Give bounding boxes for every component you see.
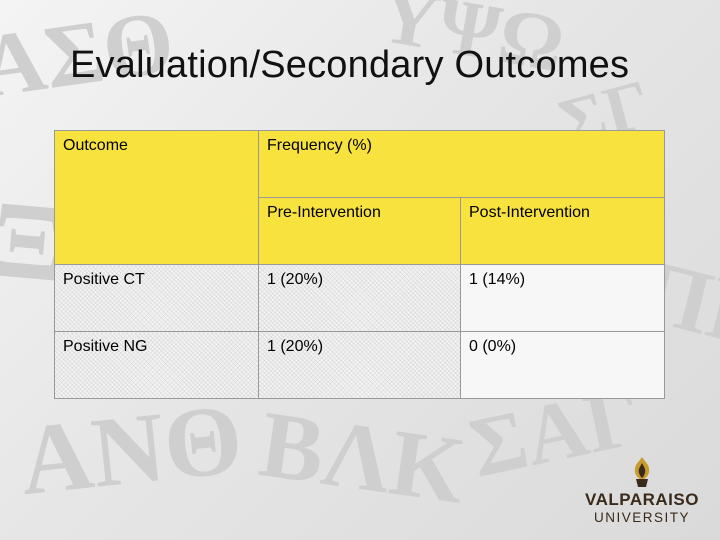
row-pre-value: 1 (20%) xyxy=(258,264,461,332)
university-logo: VALPARAISO UNIVERSITY xyxy=(584,455,700,526)
header-pre-intervention: Pre-Intervention xyxy=(258,197,461,265)
table-header-row: Outcome Frequency (%) xyxy=(54,130,666,265)
row-outcome-label: Positive NG xyxy=(54,331,259,399)
row-pre-value: 1 (20%) xyxy=(258,331,461,399)
header-post-intervention: Post-Intervention xyxy=(459,197,666,265)
row-outcome-label: Positive CT xyxy=(54,264,259,332)
row-post-value: 0 (0%) xyxy=(459,331,666,399)
table-row: Positive CT 1 (20%) 1 (14%) xyxy=(54,264,666,332)
torch-flame-icon xyxy=(634,457,650,487)
logo-subtitle: UNIVERSITY xyxy=(593,509,690,525)
logo-name: VALPARAISO xyxy=(585,490,699,509)
row-post-value: 1 (14%) xyxy=(459,264,666,332)
outcomes-table: Outcome Frequency (%) Pre-Intervention P… xyxy=(54,130,666,399)
table-subheader-row: Pre-Intervention Post-Intervention xyxy=(55,197,666,265)
table-row: Positive NG 1 (20%) 0 (0%) xyxy=(54,331,666,399)
header-frequency: Frequency (%) xyxy=(257,130,666,198)
header-outcome: Outcome xyxy=(54,130,259,265)
slide-title: Evaluation/Secondary Outcomes xyxy=(70,44,630,86)
